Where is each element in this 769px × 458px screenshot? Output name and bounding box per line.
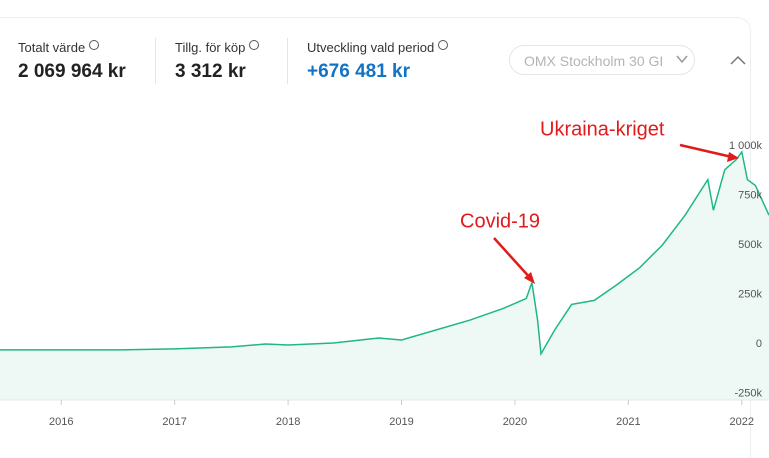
stat-label-text: Utveckling vald period bbox=[307, 40, 435, 55]
info-icon[interactable] bbox=[438, 40, 449, 50]
collapse-button[interactable] bbox=[730, 55, 746, 65]
info-icon[interactable] bbox=[89, 40, 100, 50]
x-tick-label: 2016 bbox=[49, 416, 73, 428]
dropdown-text: OMX Stockholm 30 GI bbox=[524, 53, 664, 69]
line bbox=[0, 150, 769, 357]
stat-label-text: Tillg. för köp bbox=[175, 40, 246, 55]
page: Totalt värde 2 069 964 kr Tillg. för köp… bbox=[0, 17, 769, 458]
separator bbox=[155, 38, 156, 84]
y-tick-label: 500k bbox=[738, 239, 762, 251]
stat-value: +676 481 kr bbox=[307, 61, 411, 82]
arrow-head bbox=[524, 272, 535, 284]
y-tick-label: 1 000k bbox=[729, 140, 763, 152]
plot bbox=[0, 150, 769, 400]
y-tick-label: 250k bbox=[738, 288, 762, 300]
stat-label: Tillg. för köp bbox=[175, 40, 260, 55]
benchmark-dropdown[interactable]: OMX Stockholm 30 GI bbox=[509, 45, 695, 75]
x-tick-label: 2022 bbox=[730, 416, 754, 428]
area-fill bbox=[0, 151, 769, 400]
stat: Tillg. för köp 3 312 kr bbox=[175, 40, 260, 83]
stat-value: 2 069 964 kr bbox=[18, 61, 126, 82]
stat: Utveckling vald period +676 481 kr bbox=[307, 40, 449, 83]
x-tick-label: 2018 bbox=[276, 416, 300, 428]
info-icon[interactable] bbox=[249, 40, 260, 50]
stat: Totalt värde 2 069 964 kr bbox=[18, 40, 126, 83]
arrow-head bbox=[727, 152, 739, 162]
stat-label: Utveckling vald period bbox=[307, 40, 449, 55]
separator bbox=[287, 38, 288, 84]
y-tick-label: 0 bbox=[756, 338, 762, 350]
stat-label: Totalt värde bbox=[18, 40, 126, 55]
x-tick-label: 2020 bbox=[503, 416, 527, 428]
stat-value: 3 312 kr bbox=[175, 61, 246, 82]
dropdown-chevron bbox=[676, 55, 688, 64]
annotation-arrow bbox=[679, 143, 733, 159]
annotation-arrow bbox=[493, 237, 533, 281]
x-tick-label: 2021 bbox=[616, 416, 640, 428]
y-tick-label: -250k bbox=[734, 387, 762, 399]
x-tick-label: 2019 bbox=[389, 416, 413, 428]
annotation: Ukraina-kriget bbox=[540, 118, 665, 140]
chart: -250k 0 250k 500k 750k 1 000k 2016 2017 2018 2019… bbox=[0, 55, 769, 428]
annotation: Covid-19 bbox=[460, 210, 540, 232]
y-tick-label: 750k bbox=[738, 189, 762, 201]
x-tick-label: 2017 bbox=[162, 416, 186, 428]
stat-label-text: Totalt värde bbox=[18, 40, 86, 55]
